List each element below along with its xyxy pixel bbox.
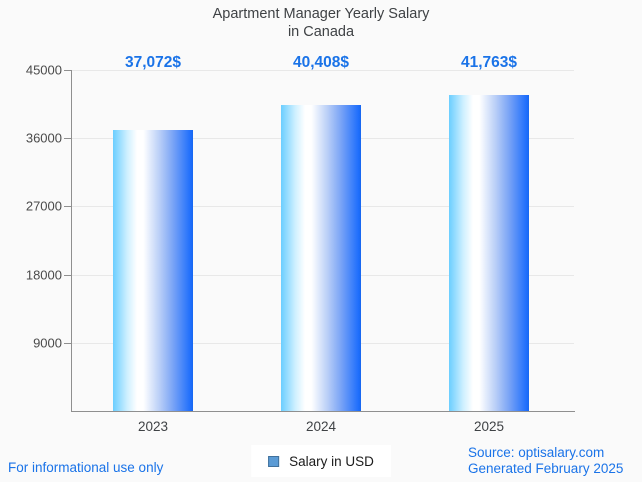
legend-label: Salary in USD	[289, 453, 374, 469]
y-axis-tick	[64, 138, 71, 140]
bar-2025	[449, 94, 529, 411]
x-axis-line	[71, 411, 575, 412]
y-axis-tick	[64, 274, 71, 276]
x-axis-label: 2023	[137, 419, 169, 434]
y-axis-tick	[64, 70, 71, 71]
y-axis-tick	[64, 342, 71, 344]
y-axis-label: 45000	[25, 62, 62, 78]
gridline	[71, 70, 574, 71]
legend-swatch-icon	[268, 455, 280, 467]
bar-value-label: 40,408$	[292, 54, 350, 71]
x-axis-label: 2025	[473, 419, 505, 434]
disclaimer-text: For informational use only	[8, 460, 164, 475]
y-axis-line	[71, 70, 72, 411]
y-axis-label: 36000	[25, 130, 62, 146]
bar-2023	[113, 130, 193, 411]
chart-title-line2: in Canada	[287, 24, 355, 40]
bar-value-label: 41,763$	[460, 54, 518, 71]
source-text: Source: optisalary.com	[468, 445, 605, 460]
bar-value-label: 37,072$	[124, 54, 182, 71]
x-axis-label: 2024	[305, 419, 337, 434]
chart-title: Apartment Manager Yearly Salary in Canad…	[0, 5, 642, 41]
y-axis-tick	[64, 206, 71, 208]
y-axis-label: 27000	[25, 198, 62, 214]
chart-title-line1: Apartment Manager Yearly Salary	[212, 6, 430, 22]
generated-text: Generated February 2025	[468, 461, 624, 476]
bar-2024	[281, 104, 361, 411]
y-axis-label: 9000	[33, 335, 62, 351]
legend: Salary in USD	[251, 445, 391, 477]
y-axis-label: 18000	[25, 267, 62, 283]
source-block: Source: optisalary.com Generated Februar…	[468, 445, 623, 477]
